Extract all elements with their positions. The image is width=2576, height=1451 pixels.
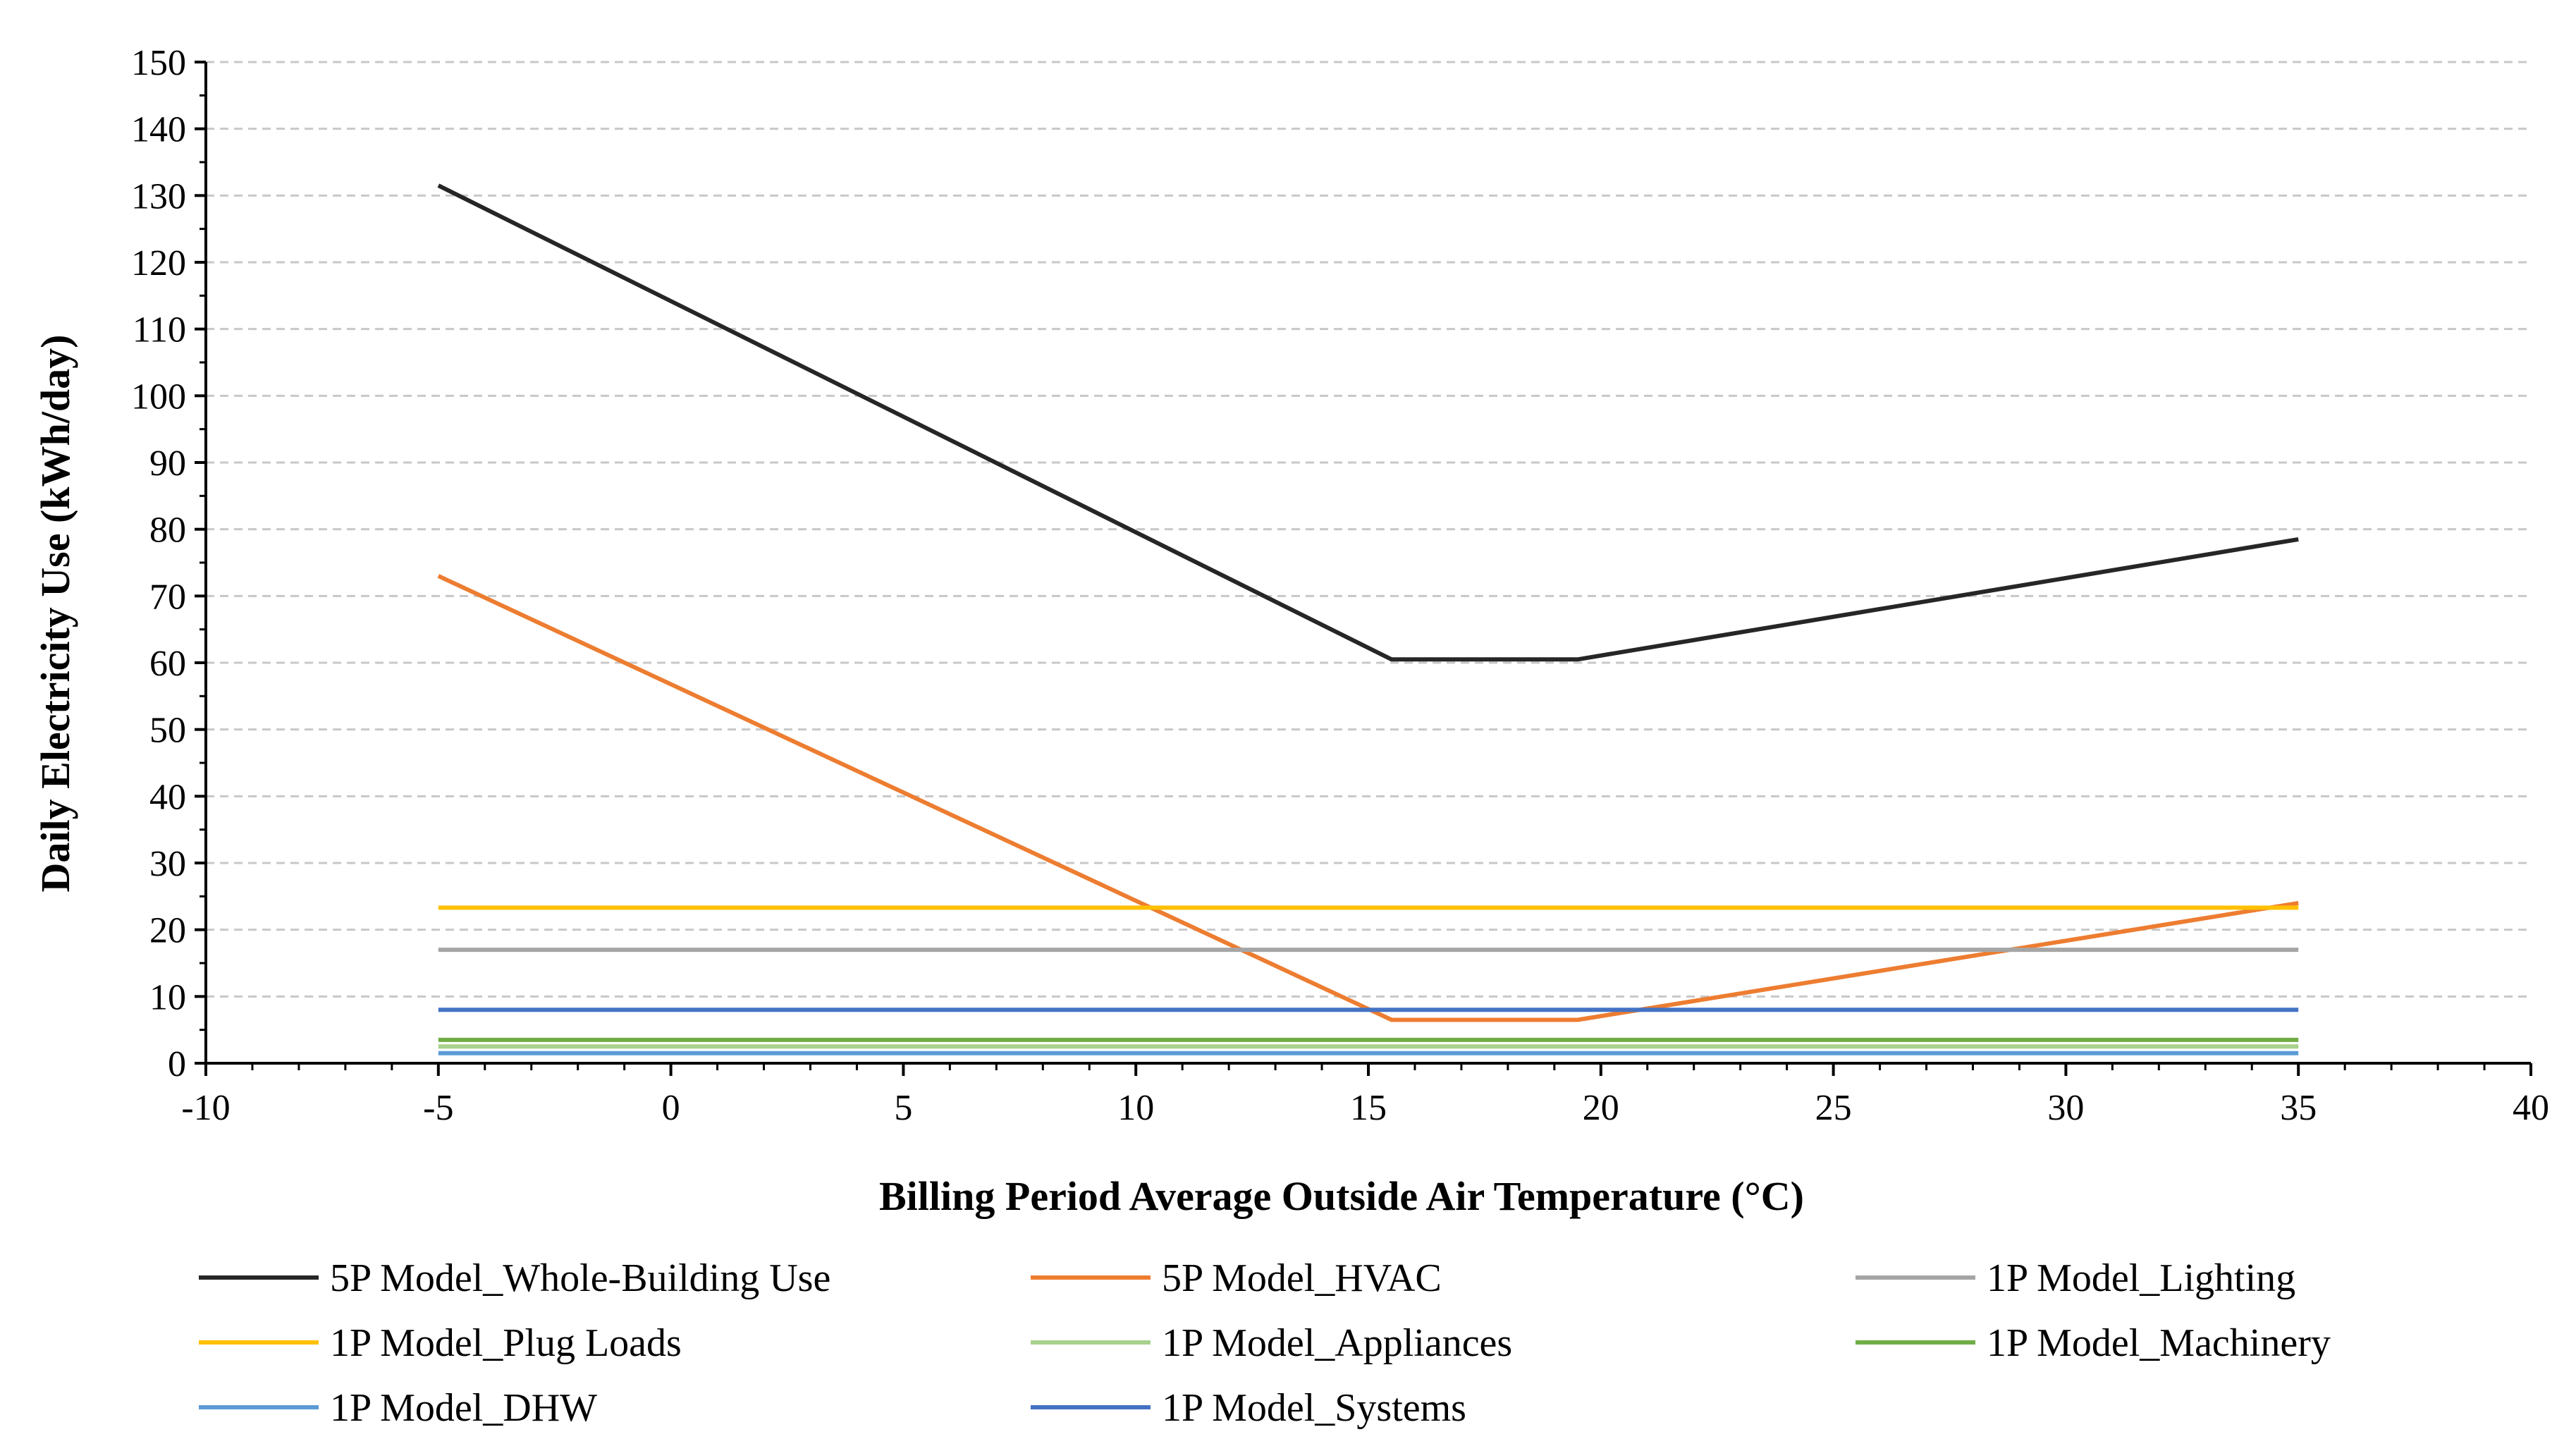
legend-label: 1P Model_Systems xyxy=(1162,1386,1466,1430)
y-tick-label: 110 xyxy=(133,310,186,350)
y-tick-labels: 0 10 20 30 40 50 60 70 80 90 100 110 120 130 140 150 xyxy=(131,43,186,1084)
series-lines xyxy=(437,183,2299,1055)
x-tick-label: 5 xyxy=(894,1088,912,1128)
legend-label: 1P Model_Lighting xyxy=(1987,1256,2295,1300)
x-tick-label: 30 xyxy=(2047,1088,2084,1128)
x-tick-label: 0 xyxy=(662,1088,680,1128)
y-tick-label: 80 xyxy=(149,510,186,551)
legend-label: 5P Model_HVAC xyxy=(1162,1256,1442,1300)
y-tick-label: 120 xyxy=(131,243,186,283)
series-line-2 xyxy=(437,574,2299,1022)
y-tick-label: 50 xyxy=(149,711,186,751)
legend-label: 1P Model_Machinery xyxy=(1987,1321,2331,1365)
y-axis-title: Daily Electricity Use (kWh/day) xyxy=(32,335,78,893)
y-tick-label: 90 xyxy=(149,443,186,484)
y-tick-label: 70 xyxy=(149,577,186,617)
x-tick-label: 25 xyxy=(1815,1088,1852,1128)
gridlines xyxy=(206,61,2531,998)
series-line-1 xyxy=(437,183,2299,662)
y-tick-label: 140 xyxy=(131,110,186,150)
y-tick-label: 20 xyxy=(149,911,186,951)
legend-label: 5P Model_Whole-Building Use xyxy=(330,1256,830,1300)
x-tick-label: 20 xyxy=(1583,1088,1619,1128)
legend-label: 1P Model_Appliances xyxy=(1162,1321,1512,1365)
y-tick-label: 130 xyxy=(131,176,186,216)
x-tick-label: -10 xyxy=(181,1088,230,1128)
x-tick-label: 35 xyxy=(2280,1088,2317,1128)
x-tick-labels: -10 -5 0 5 10 15 20 25 30 35 40 xyxy=(181,1088,2549,1128)
x-tick-label: 40 xyxy=(2513,1088,2549,1128)
legend-label: 1P Model_Plug Loads xyxy=(330,1321,682,1365)
y-tick-label: 150 xyxy=(131,43,186,83)
y-tick-label: 60 xyxy=(149,644,186,684)
y-tick-label: 100 xyxy=(131,376,186,417)
y-tick-label: 40 xyxy=(149,777,186,817)
x-tick-label: 10 xyxy=(1117,1088,1154,1128)
y-tick-label: 10 xyxy=(149,977,186,1017)
y-tick-label: 0 xyxy=(168,1044,186,1084)
legend-label: 1P Model_DHW xyxy=(330,1386,597,1430)
x-axis-title: Billing Period Average Outside Air Tempe… xyxy=(879,1173,1804,1219)
x-tick-label: 15 xyxy=(1350,1088,1387,1128)
axes xyxy=(195,61,2532,1076)
x-tick-label: -5 xyxy=(423,1088,453,1128)
legend: 5P Model_Whole-Building Use 5P Model_HVAC… xyxy=(199,1256,2331,1430)
y-tick-label: 30 xyxy=(149,844,186,884)
